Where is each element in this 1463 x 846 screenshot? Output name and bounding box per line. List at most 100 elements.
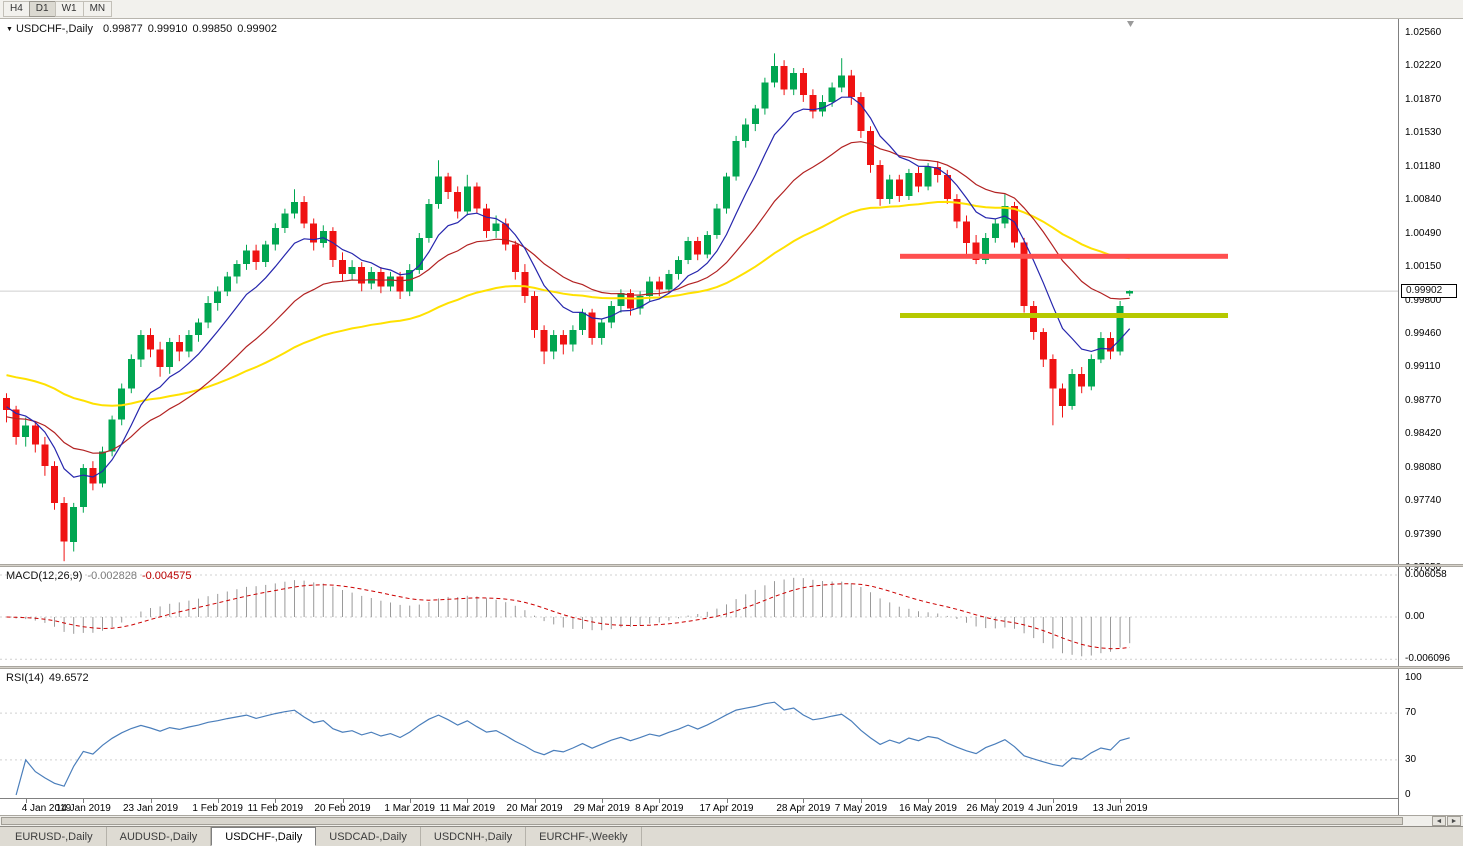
price-axis-label: 0.99110 — [1405, 361, 1441, 372]
date-axis-label: 29 Mar 2019 — [573, 803, 630, 814]
chart-area[interactable]: ▼ USDCHF-,Daily 0.99877 0.99910 0.99850 0.999… — [0, 19, 1463, 815]
scroll-right-button[interactable]: ► — [1447, 816, 1461, 826]
date-axis-tick — [83, 799, 85, 803]
date-axis-tick — [534, 799, 536, 803]
date-axis-label: 11 Feb 2019 — [247, 803, 304, 814]
horizontal-scrollbar[interactable]: ◄ ► — [0, 815, 1463, 827]
chart-tab-bar: EURUSD-,Daily AUDUSD-,Daily USDCHF-,Daily U… — [0, 827, 1463, 846]
rsi-line — [15, 701, 1130, 796]
timeframe-toolbar: H4 D1 W1 MN — [0, 0, 1463, 19]
timeframe-mn-button[interactable]: MN — [82, 1, 113, 17]
price-axis-label: 0.98080 — [1405, 462, 1442, 473]
date-axis-label: 7 May 2019 — [834, 803, 888, 814]
chart-tab-audusd-daily[interactable]: AUDUSD-,Daily — [107, 827, 212, 846]
macd-value-main: -0.002828 — [87, 570, 137, 582]
date-axis-label: 17 Apr 2019 — [699, 803, 754, 814]
date-axis[interactable]: 4 Jan 2019 14 Jan 2019 23 Jan 2019 1 Feb 20… — [0, 798, 1398, 815]
date-axis-tick — [928, 799, 930, 803]
date-axis-tick — [726, 799, 728, 803]
ma-mid-line — [6, 141, 1130, 454]
timeframe-w1-button[interactable]: W1 — [54, 1, 84, 17]
timeframe-h4-button[interactable]: H4 — [3, 1, 30, 17]
date-axis-label: 26 May 2019 — [966, 803, 1025, 814]
price-axis-label: 1.00490 — [1405, 228, 1442, 239]
date-axis-tick — [25, 799, 27, 803]
ohlc-open: 0.99877 — [102, 23, 143, 35]
date-axis-label: 8 Apr 2019 — [635, 803, 684, 814]
rsi-panel-canvas[interactable] — [0, 670, 1398, 798]
date-axis-label: 23 Jan 2019 — [122, 803, 179, 814]
support-line[interactable] — [900, 313, 1228, 318]
date-axis-label: 13 Jun 2019 — [1092, 803, 1148, 814]
price-axis-label: 1.01530 — [1405, 127, 1442, 138]
date-axis-tick — [275, 799, 277, 803]
date-axis-tick — [217, 799, 219, 803]
price-axis-label: 0.99460 — [1405, 328, 1442, 339]
resistance-line[interactable] — [900, 253, 1228, 259]
panel-splitter[interactable] — [0, 666, 1463, 669]
date-axis-label: 14 Jan 2019 — [55, 803, 111, 814]
price-axis-label: 0.98420 — [1405, 428, 1442, 439]
date-axis-label: 1 Mar 2019 — [384, 803, 435, 814]
date-axis-label: 20 Mar 2019 — [506, 803, 563, 814]
ma-slow-line — [6, 200, 1130, 407]
date-axis-label: 28 Apr 2019 — [776, 803, 831, 814]
macd-indicator-name: MACD(12,26,9) — [6, 570, 83, 582]
macd-panel-canvas[interactable] — [0, 568, 1398, 667]
price-axis[interactable]: 1.02560 1.02220 1.01870 1.01530 1.01180 1.008… — [1398, 19, 1463, 815]
date-axis-label: 4 Jan 2019 — [21, 803, 72, 814]
date-axis-tick — [150, 799, 152, 803]
price-axis-label: 0.97050 — [1405, 562, 1442, 573]
chart-tab-eurchf-weekly[interactable]: EURCHF-,Weekly — [526, 827, 642, 846]
date-axis-label: 16 May 2019 — [899, 803, 958, 814]
date-axis-tick — [860, 799, 862, 803]
chart-symbol-label: USDCHF-,Daily — [15, 23, 93, 35]
date-axis-label: 11 Mar 2019 — [439, 803, 495, 814]
macd-label: MACD(12,26,9) -0.002828 -0.004575 — [6, 570, 197, 582]
date-axis-label: 20 Feb 2019 — [314, 803, 371, 814]
macd-axis-label: 0.00 — [1405, 611, 1425, 622]
price-axis-label: 1.00150 — [1405, 261, 1442, 272]
symbol-dropdown-icon[interactable]: ▼ — [6, 26, 13, 33]
macd-value-signal: -0.004575 — [141, 570, 192, 582]
rsi-indicator-name: RSI(14) — [6, 672, 44, 684]
macd-axis-label: 0.006058 — [1405, 569, 1447, 580]
price-axis-label: 1.02560 — [1405, 27, 1442, 38]
macd-signal-line — [6, 583, 1130, 650]
timeframe-d1-button[interactable]: D1 — [28, 1, 56, 17]
chart-tab-usdcad-daily[interactable]: USDCAD-,Daily — [316, 827, 421, 846]
rsi-label: RSI(14) 49.6572 — [6, 672, 94, 684]
chart-header: ▼ USDCHF-,Daily 0.99877 0.99910 0.99850 0.999… — [6, 23, 282, 35]
ma-fast-line — [6, 96, 1131, 478]
price-axis-label: 1.00840 — [1405, 194, 1442, 205]
date-axis-label: 4 Jun 2019 — [1028, 803, 1078, 814]
macd-axis-label: -0.006096 — [1405, 653, 1451, 664]
chart-tab-usdchf-daily[interactable]: USDCHF-,Daily — [211, 827, 317, 846]
date-axis-tick — [1120, 799, 1122, 803]
chart-tab-usdcnh-daily[interactable]: USDCNH-,Daily — [421, 827, 527, 846]
rsi-axis-label: 70 — [1405, 707, 1417, 718]
date-axis-label: 1 Feb 2019 — [192, 803, 243, 814]
price-axis-label: 0.98770 — [1405, 395, 1442, 406]
price-axis-label: 1.02220 — [1405, 60, 1442, 71]
chart-tab-eurusd-daily[interactable]: EURUSD-,Daily — [2, 827, 107, 846]
scroll-left-button[interactable]: ◄ — [1432, 816, 1446, 826]
date-axis-tick — [467, 799, 469, 803]
date-axis-tick — [601, 799, 603, 803]
current-price-tag: 0.99902 — [1401, 284, 1457, 298]
rsi-axis-label: 0 — [1405, 789, 1411, 800]
date-axis-tick — [342, 799, 344, 803]
h-scrollbar-thumb[interactable] — [1, 817, 1403, 825]
panel-splitter[interactable] — [0, 564, 1463, 567]
price-axis-label: 0.97740 — [1405, 495, 1442, 506]
main-chart-canvas[interactable] — [0, 19, 1398, 565]
rsi-axis-label: 100 — [1405, 672, 1422, 683]
date-axis-tick — [659, 799, 661, 803]
rsi-value: 49.6572 — [48, 672, 89, 684]
price-axis-label: 0.97390 — [1405, 529, 1442, 540]
ohlc-close: 0.99902 — [237, 23, 277, 35]
chart-shift-marker[interactable] — [1127, 21, 1134, 27]
price-axis-label: 1.01870 — [1405, 94, 1442, 105]
ohlc-high: 0.99910 — [147, 23, 188, 35]
